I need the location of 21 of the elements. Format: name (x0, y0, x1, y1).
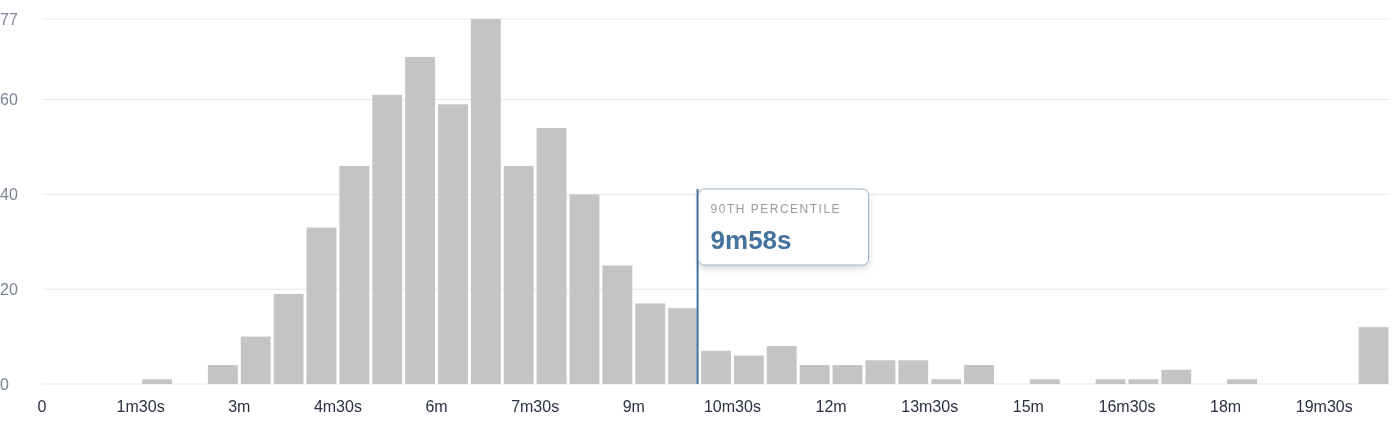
x-tick-label: 19m30s (1295, 398, 1353, 415)
y-tick-label: 40 (0, 185, 18, 203)
x-tick-label: 18m (1210, 398, 1242, 415)
ref-line-label: 90TH PERCENTILE (710, 202, 842, 216)
x-tick-label: 16m30s (1098, 398, 1156, 415)
y-tick-label: 20 (0, 280, 18, 298)
x-tick-label: 9m (622, 398, 645, 415)
x-tick-label: 1m30s (116, 398, 165, 415)
y-tick-label: 0 (0, 375, 9, 393)
y-tick-label: 60 (0, 91, 18, 109)
annotation: 9m58s (710, 225, 792, 255)
x-tick-label: 12m (815, 398, 847, 415)
x-tick-label: 3m (228, 398, 251, 415)
x-tick-label: 4m30s (313, 398, 362, 415)
x-tick-label: 6m (425, 398, 448, 415)
y-tick-label: 77 (0, 10, 18, 28)
x-tick-label: 7m30s (511, 398, 560, 415)
x-tick-label: 15m (1012, 398, 1044, 415)
x-tick-label: 13m30s (901, 398, 959, 415)
x-tick-label: 0 (37, 398, 47, 415)
x-tick-label: 10m30s (703, 398, 761, 415)
